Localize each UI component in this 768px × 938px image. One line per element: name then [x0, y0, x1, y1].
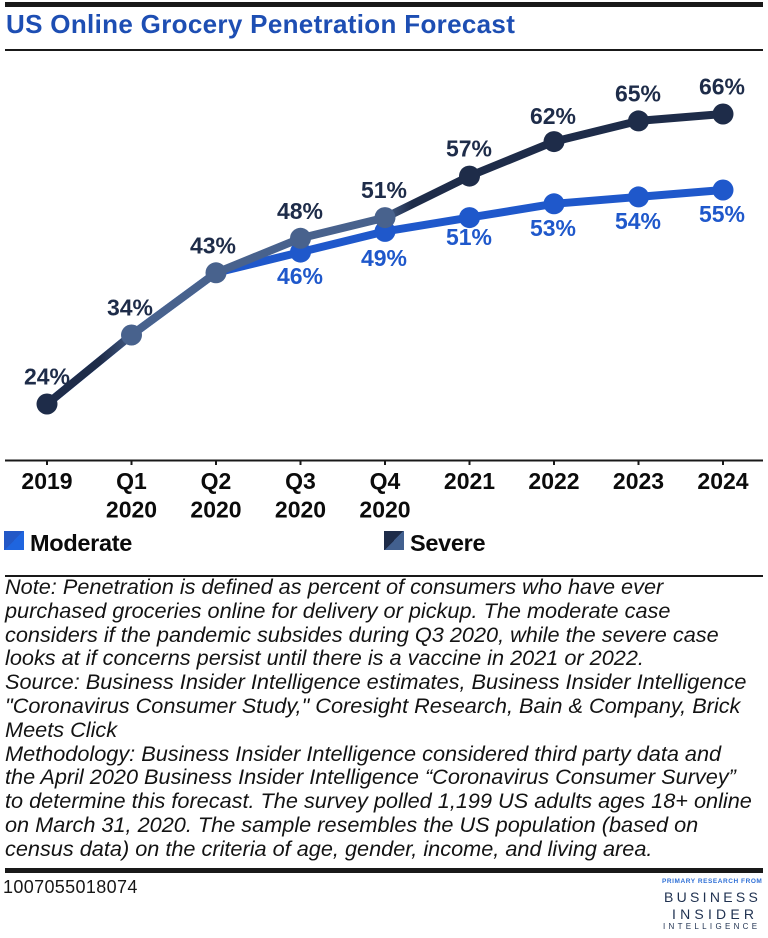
svg-text:Q4: Q4 — [370, 468, 401, 494]
svg-text:53%: 53% — [530, 215, 576, 241]
svg-text:51%: 51% — [446, 224, 492, 250]
svg-text:2021: 2021 — [444, 468, 495, 494]
svg-text:2022: 2022 — [528, 468, 579, 494]
svg-text:Moderate: Moderate — [30, 530, 132, 556]
svg-text:2020: 2020 — [359, 496, 410, 522]
svg-text:Q2: Q2 — [201, 468, 232, 494]
svg-text:2019: 2019 — [21, 468, 72, 494]
svg-text:34%: 34% — [107, 295, 153, 321]
svg-text:Severe: Severe — [410, 530, 486, 556]
svg-text:54%: 54% — [615, 208, 661, 234]
svg-text:2020: 2020 — [106, 496, 157, 522]
svg-text:57%: 57% — [446, 136, 492, 162]
svg-text:48%: 48% — [277, 198, 323, 224]
svg-text:55%: 55% — [699, 201, 745, 227]
svg-text:2023: 2023 — [613, 468, 664, 494]
svg-text:62%: 62% — [530, 103, 576, 129]
svg-text:66%: 66% — [699, 74, 745, 100]
svg-text:49%: 49% — [361, 245, 407, 271]
svg-text:51%: 51% — [361, 177, 407, 203]
svg-text:Q3: Q3 — [285, 468, 316, 494]
svg-text:2020: 2020 — [275, 496, 326, 522]
svg-text:43%: 43% — [190, 232, 236, 258]
svg-text:2020: 2020 — [190, 496, 241, 522]
svg-text:2024: 2024 — [697, 468, 748, 494]
svg-text:24%: 24% — [24, 364, 70, 390]
svg-text:Q1: Q1 — [116, 468, 147, 494]
svg-text:65%: 65% — [615, 80, 661, 106]
svg-text:46%: 46% — [277, 263, 323, 289]
